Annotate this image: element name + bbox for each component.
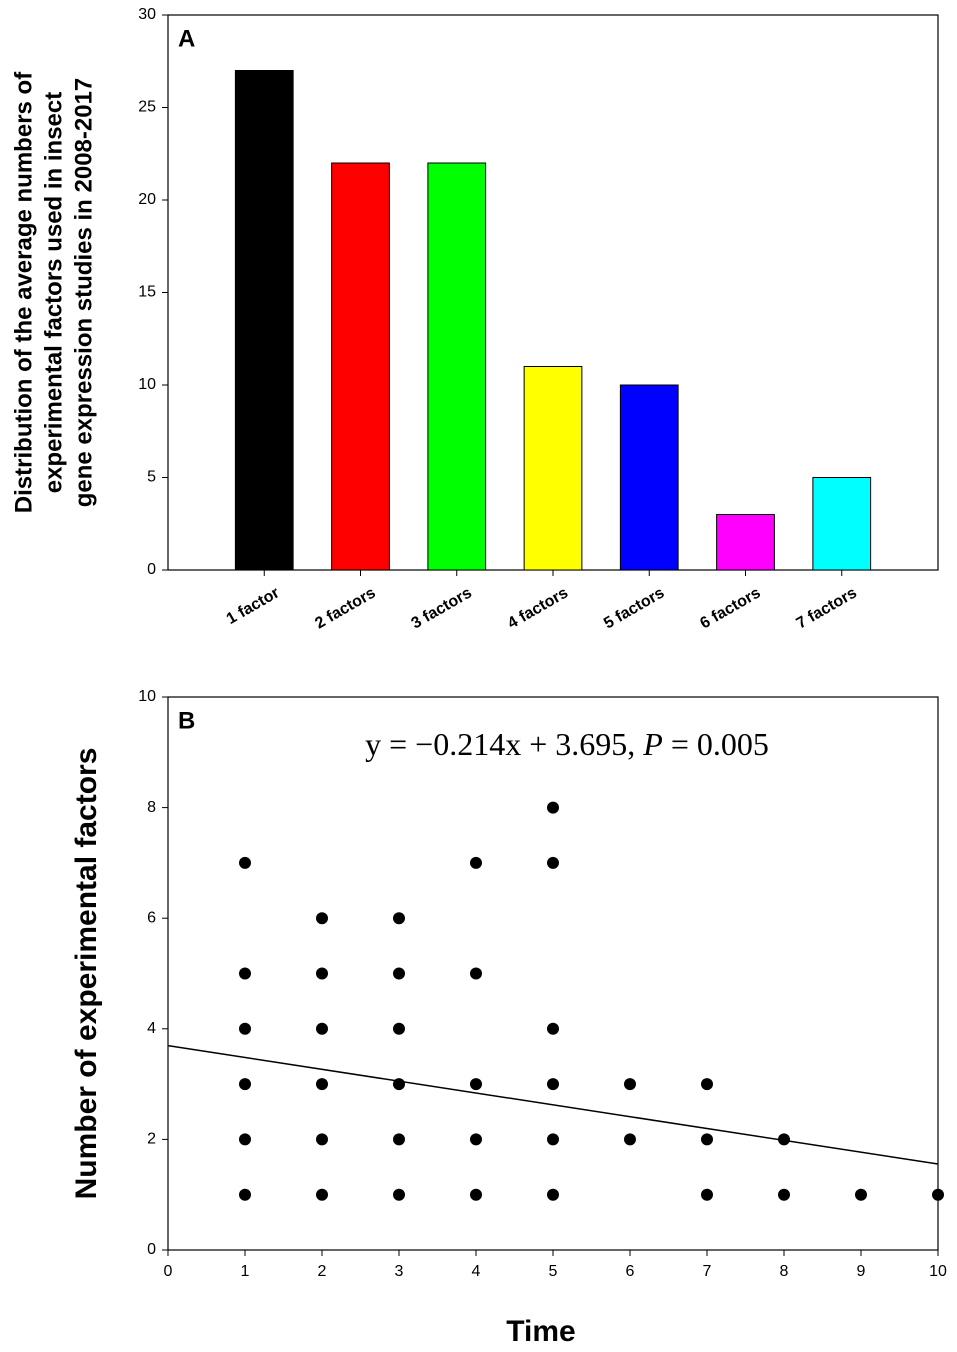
point — [470, 1188, 482, 1201]
point — [239, 1188, 251, 1201]
point — [855, 1188, 867, 1201]
x-tick-label: 6 — [626, 1263, 635, 1280]
x-tick-label: 6 factors — [697, 584, 763, 632]
x-tick-label: 4 factors — [505, 584, 571, 632]
point — [470, 856, 482, 869]
point — [393, 1188, 405, 1201]
x-tick-label: 3 — [395, 1263, 404, 1280]
point — [470, 1078, 482, 1091]
point — [316, 967, 328, 980]
annotation-part: P — [642, 726, 663, 762]
point — [239, 967, 251, 980]
x-tick-label: 7 factors — [794, 584, 860, 632]
y-tick-label: 10 — [138, 376, 156, 393]
y-tick-label: 10 — [138, 688, 156, 705]
bar — [523, 366, 583, 571]
point — [470, 1133, 482, 1146]
point — [778, 1133, 790, 1146]
y-tick-label: 0 — [147, 561, 156, 578]
plot-frame — [167, 696, 939, 1251]
point — [393, 1133, 405, 1146]
y-tick-label: 30 — [138, 6, 156, 23]
x-tick-label: 2 factors — [312, 584, 378, 632]
y-tick-label: 6 — [147, 909, 156, 926]
y-tick-label: 0 — [147, 1241, 156, 1258]
x-tick-label: 7 — [703, 1263, 712, 1280]
panel-label: A — [178, 25, 195, 52]
y-axis-label: Distribution of the average numbers of — [10, 71, 37, 513]
annotation-part: = 0.005 — [663, 726, 769, 762]
y-axis-label: gene expression studies in 2008-2017 — [70, 78, 97, 508]
trendline — [167, 1044, 939, 1165]
y-tick-label: 2 — [147, 1131, 156, 1148]
bar — [331, 162, 390, 571]
point — [239, 1133, 251, 1146]
bar — [427, 162, 487, 571]
panel-label: B — [178, 707, 195, 734]
y-axis-label: Number of experimental factors — [70, 748, 103, 1200]
x-tick-label: 9 — [857, 1263, 866, 1280]
point — [316, 1188, 328, 1201]
point — [393, 912, 405, 925]
point — [239, 1078, 251, 1091]
point — [239, 856, 251, 869]
point — [624, 1078, 636, 1091]
x-tick-label: 3 factors — [409, 584, 475, 632]
point — [547, 801, 559, 814]
point — [470, 967, 482, 980]
bar — [234, 70, 294, 571]
x-tick-label: 1 — [241, 1263, 250, 1280]
point — [701, 1078, 713, 1091]
y-tick-label: 4 — [147, 1020, 156, 1037]
point — [316, 1133, 328, 1146]
point — [778, 1188, 790, 1201]
y-axis-label: experimental factors used in insect — [40, 92, 67, 493]
point — [547, 1133, 559, 1146]
y-tick-label: 5 — [147, 469, 156, 486]
x-tick-label: 0 — [164, 1263, 173, 1280]
point — [316, 912, 328, 925]
y-tick-label: 8 — [147, 799, 156, 816]
point — [932, 1188, 944, 1201]
y-tick-label: 20 — [138, 191, 156, 208]
bar — [812, 477, 872, 571]
x-tick-label: 8 — [780, 1263, 789, 1280]
x-axis-label: Time — [506, 1315, 575, 1348]
annotation-part: y = −0.214x + 3.695, — [365, 726, 643, 762]
point — [547, 1022, 559, 1035]
point — [547, 1188, 559, 1201]
point — [547, 1078, 559, 1091]
point — [316, 1022, 328, 1035]
point — [393, 1022, 405, 1035]
point — [624, 1133, 636, 1146]
y-tick-label: 25 — [138, 99, 156, 116]
x-tick-label: 4 — [472, 1263, 481, 1280]
bar — [716, 514, 775, 571]
point — [316, 1078, 328, 1091]
annotation: y = −0.214x + 3.695, P = 0.005 — [365, 726, 769, 762]
x-tick-label: 5 factors — [601, 584, 667, 632]
point — [701, 1133, 713, 1146]
y-tick-label: 15 — [138, 284, 156, 301]
point — [239, 1022, 251, 1035]
point — [547, 856, 559, 869]
x-tick-label: 5 — [549, 1263, 558, 1280]
x-tick-label: 10 — [929, 1263, 947, 1280]
x-tick-label: 1 factor — [224, 584, 283, 628]
point — [393, 967, 405, 980]
x-tick-label: 2 — [318, 1263, 327, 1280]
point — [701, 1188, 713, 1201]
point — [393, 1078, 405, 1091]
bar — [619, 384, 679, 571]
